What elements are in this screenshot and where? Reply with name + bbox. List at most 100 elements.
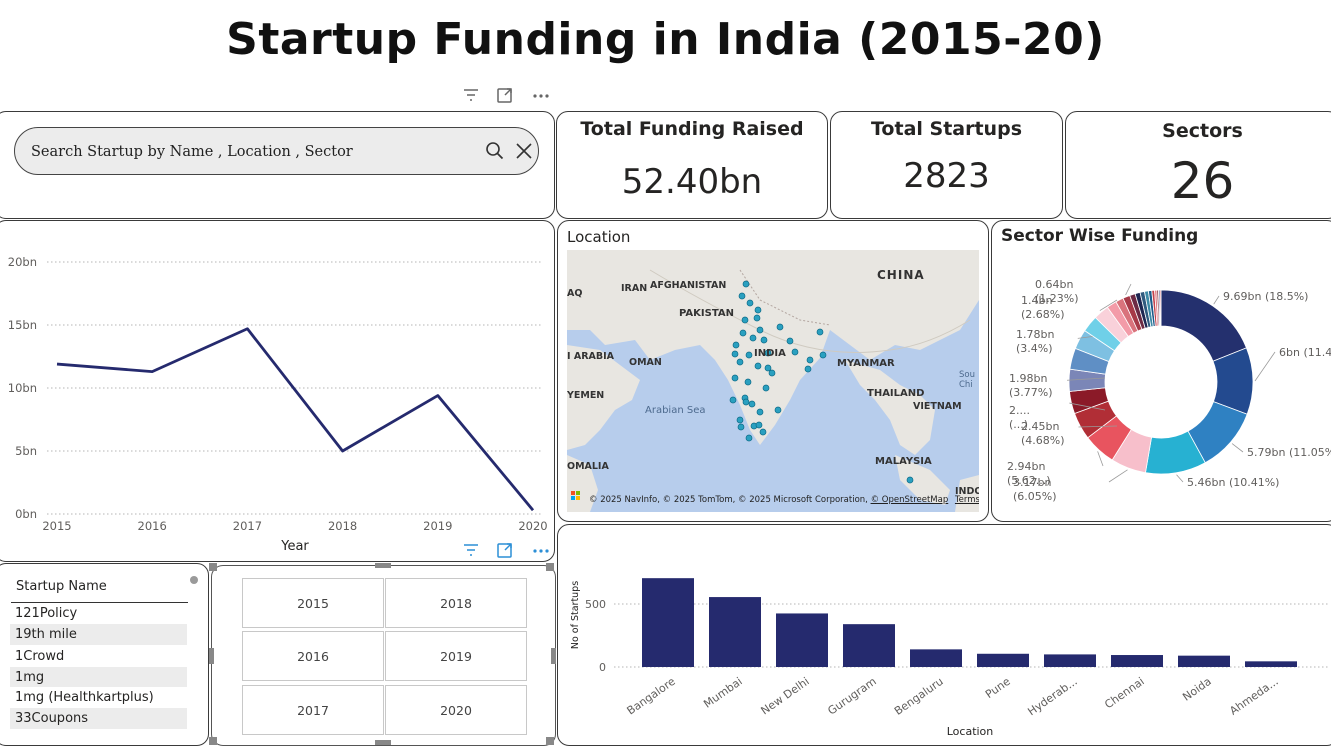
x-tick-label: Gurugram: [825, 675, 878, 718]
map-canvas[interactable]: CHINA IRAN AFGHANISTAN PAKISTAN INDIA OM…: [567, 250, 979, 512]
map-attribution: © 2025 NavInfo, © 2025 TomTom, © 2025 Mi…: [589, 495, 979, 505]
search-placeholder: Search Startup by Name , Location , Sect…: [31, 144, 353, 160]
resize-handle[interactable]: [551, 648, 556, 664]
filter-icon[interactable]: [462, 86, 480, 108]
year-slicer-cell[interactable]: 2018: [385, 578, 527, 628]
filter-icon[interactable]: [462, 541, 480, 563]
y-tick-label: 10bn: [8, 381, 37, 395]
donut-leader-line: [1213, 295, 1220, 305]
list-item[interactable]: 1mg: [10, 667, 187, 688]
x-tick-label: Noida: [1180, 675, 1213, 704]
clear-icon[interactable]: [514, 141, 534, 165]
map-point: [738, 292, 746, 300]
map-point: [804, 365, 812, 373]
map-point: [760, 336, 768, 344]
resize-handle[interactable]: [546, 737, 554, 745]
map-point: [754, 362, 762, 370]
map-point: [774, 406, 782, 414]
year-slicer-cell[interactable]: 2020: [385, 685, 527, 735]
donut-data-label: 1.98bn (3.77%): [1009, 372, 1053, 399]
bar: [843, 624, 895, 667]
donut-chart-title: Sector Wise Funding: [1001, 226, 1199, 246]
bar: [910, 649, 962, 667]
visual-header-top: [460, 86, 555, 108]
resize-handle[interactable]: [209, 737, 217, 745]
search-input[interactable]: Search Startup by Name , Location , Sect…: [14, 127, 539, 175]
donut-data-label: 2.... (...): [1009, 404, 1030, 431]
list-item[interactable]: 19th mile: [10, 624, 187, 645]
line-chart-card: 0bn 5bn 10bn 15bn 20bn 2015 2016 2017 2018 2019 20…: [0, 220, 555, 562]
map-label-south-china-sea: Sou Chi: [959, 370, 975, 390]
map-point: [754, 306, 762, 314]
list-item[interactable]: 121Policy: [10, 603, 187, 624]
map-point: [786, 337, 794, 345]
map-point: [736, 358, 744, 366]
map-point: [748, 400, 756, 408]
search-icon[interactable]: [485, 141, 505, 165]
scroll-indicator[interactable]: [190, 576, 198, 584]
bar: [1044, 654, 1096, 667]
list-item[interactable]: 33Coupons: [10, 708, 187, 729]
map-label-china: CHINA: [877, 268, 925, 282]
landmass-north: [567, 250, 979, 445]
x-tick-label: Chennai: [1102, 675, 1146, 712]
donut-slice: [1159, 289, 1162, 327]
map-point: [732, 341, 740, 349]
map-point: [791, 348, 799, 356]
more-options-icon[interactable]: [532, 541, 550, 563]
map-label-malaysia: MALAYSIA: [875, 456, 932, 467]
focus-mode-icon[interactable]: [496, 86, 514, 108]
resize-handle[interactable]: [209, 563, 217, 571]
list-item[interactable]: 1mg (Healthkartplus): [10, 687, 187, 708]
map-point: [764, 364, 772, 372]
y-axis-title: No of Startups: [570, 581, 581, 649]
terms-link[interactable]: Terms: [954, 495, 979, 505]
bar: [709, 597, 761, 667]
y-tick-label: 0: [599, 661, 606, 674]
x-tick-label: Mumbai: [701, 675, 744, 711]
map-point: [806, 356, 814, 364]
year-slicer-cell[interactable]: 2019: [385, 631, 527, 681]
landmass-arabia: [567, 345, 640, 450]
border-line: [649, 269, 971, 353]
donut-data-label-line2: (5.62...): [1007, 474, 1051, 487]
bar-chart-card: 0 500 Bangalore Mumbai New Delhi Gurugram Beng…: [557, 524, 1331, 746]
donut-data-label: 2.45bn (4.68%): [1021, 420, 1065, 447]
year-slicer-cell[interactable]: 2015: [242, 578, 384, 628]
map-point: [759, 428, 767, 436]
donut-leader-line: [1097, 451, 1104, 467]
kpi-value: 52.40bn: [621, 162, 763, 202]
map-point: [819, 351, 827, 359]
startup-list-divider: [11, 602, 188, 603]
donut-leader-line: [1125, 283, 1132, 296]
bar: [1111, 655, 1163, 667]
resize-handle[interactable]: [375, 563, 391, 568]
donut-data-label-line2: (1.23%): [1035, 292, 1079, 305]
page-title: Startup Funding in India (2015-20): [226, 14, 1105, 65]
resize-handle[interactable]: [375, 740, 391, 745]
map-point: [749, 334, 757, 342]
list-item[interactable]: 1Crowd: [10, 646, 187, 667]
more-options-icon[interactable]: [532, 86, 550, 108]
map-label-indonesia: INDO: [955, 486, 979, 497]
map-point: [745, 351, 753, 359]
y-tick-label: 15bn: [8, 318, 37, 332]
resize-handle[interactable]: [209, 648, 214, 664]
x-tick-label: 2019: [423, 519, 452, 533]
x-tick-label: New Delhi: [759, 675, 812, 718]
bar: [977, 653, 1029, 667]
donut-data-label: 2.94bn (5.62...): [1007, 460, 1051, 487]
donut-leader-line: [1099, 299, 1118, 311]
focus-mode-icon[interactable]: [496, 541, 514, 563]
map-label-india: INDIA: [754, 348, 786, 359]
year-slicer-cell[interactable]: 2016: [242, 631, 384, 681]
map-point: [741, 316, 749, 324]
map-label-oman: OMAN: [629, 357, 662, 368]
donut-data-label: 9.69bn (18.5%): [1223, 290, 1308, 303]
map-label-thailand: THAILAND: [867, 388, 925, 399]
year-slicer-cell[interactable]: 2017: [242, 685, 384, 735]
donut-data-label-line2: (...): [1009, 418, 1028, 431]
kpi-card-total-startups: Total Startups 2823: [830, 111, 1063, 219]
resize-handle[interactable]: [546, 563, 554, 571]
openstreetmap-link[interactable]: © OpenStreetMap: [870, 495, 949, 505]
